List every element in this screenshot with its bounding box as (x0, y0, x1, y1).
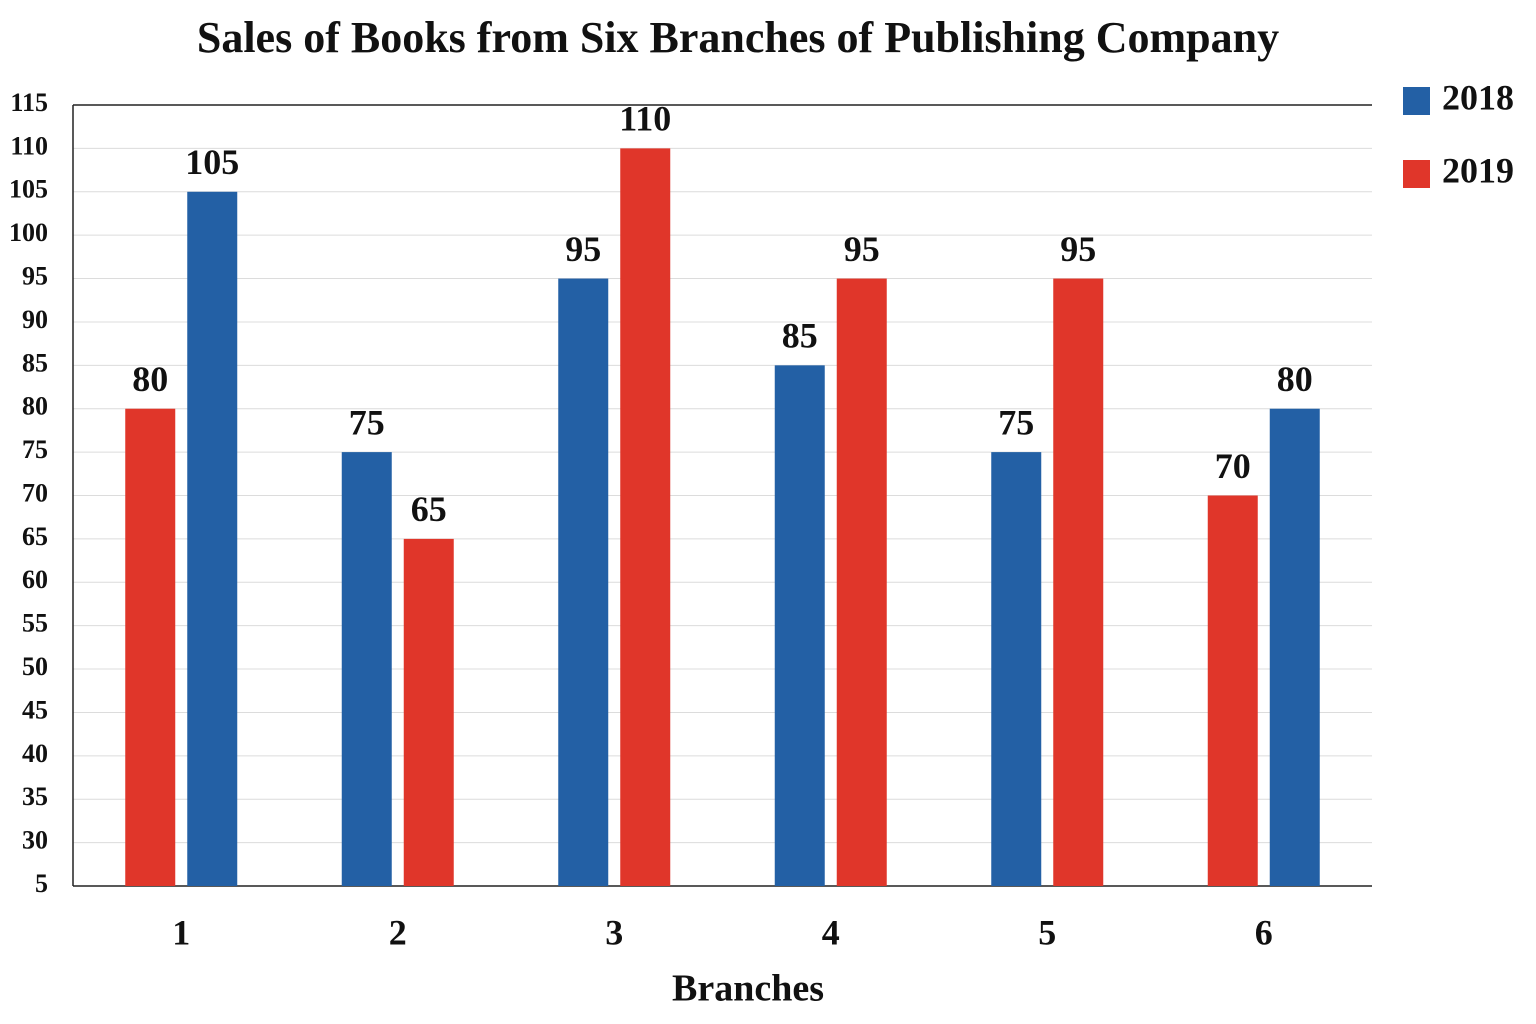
x-tick-label: 6 (1255, 912, 1273, 952)
data-label: 75 (349, 402, 385, 442)
bar (1053, 278, 1104, 886)
x-tick-label: 5 (1038, 912, 1056, 952)
y-tick-label: 60 (22, 565, 48, 594)
y-tick-label: 105 (9, 175, 48, 204)
chart-title: Sales of Books from Six Branches of Publ… (197, 13, 1279, 62)
x-tick-label: 4 (822, 912, 840, 952)
x-tick-label: 2 (389, 912, 407, 952)
y-tick-label: 65 (22, 522, 48, 551)
legend-swatch (1403, 160, 1430, 188)
legend-label: 2019 (1442, 150, 1514, 190)
y-tick-label: 115 (10, 88, 48, 117)
data-label: 105 (185, 142, 239, 182)
y-tick-label: 35 (22, 782, 48, 811)
x-tick-label: 3 (605, 912, 623, 952)
y-tick-label: 75 (22, 435, 48, 464)
bar (774, 365, 825, 886)
bar (187, 191, 238, 886)
data-label: 80 (132, 359, 168, 399)
data-label: 65 (411, 489, 447, 529)
y-tick-label: 80 (22, 392, 48, 421)
y-tick-label: 55 (22, 609, 48, 638)
bar (558, 278, 609, 886)
y-tick-label: 85 (22, 348, 48, 377)
data-label: 95 (844, 229, 880, 269)
bar (125, 408, 176, 886)
bar (341, 452, 392, 886)
data-label: 95 (1060, 229, 1096, 269)
bar (1269, 408, 1320, 886)
data-label: 70 (1215, 446, 1251, 486)
y-tick-label: 100 (9, 218, 48, 247)
data-label: 75 (998, 402, 1034, 442)
y-tick-label: 5 (35, 869, 48, 898)
x-tick-label: 1 (172, 912, 190, 952)
bar (620, 148, 671, 886)
bar (991, 452, 1042, 886)
y-tick-label: 50 (22, 652, 48, 681)
bar (403, 538, 454, 886)
data-label: 85 (782, 316, 818, 356)
y-tick-label: 30 (22, 826, 48, 855)
y-tick-label: 45 (22, 695, 48, 724)
legend-label: 2018 (1442, 77, 1514, 117)
y-tick-label: 95 (22, 262, 48, 291)
y-tick-label: 110 (10, 131, 48, 160)
y-tick-label: 40 (22, 739, 48, 768)
bar (836, 278, 887, 886)
y-tick-label: 70 (22, 478, 48, 507)
x-axis-label: Branches (672, 968, 824, 1010)
data-label: 95 (565, 229, 601, 269)
data-label: 80 (1277, 359, 1313, 399)
bar (1207, 495, 1258, 886)
data-label: 110 (619, 99, 671, 139)
legend-swatch (1403, 87, 1430, 115)
y-tick-label: 90 (22, 305, 48, 334)
